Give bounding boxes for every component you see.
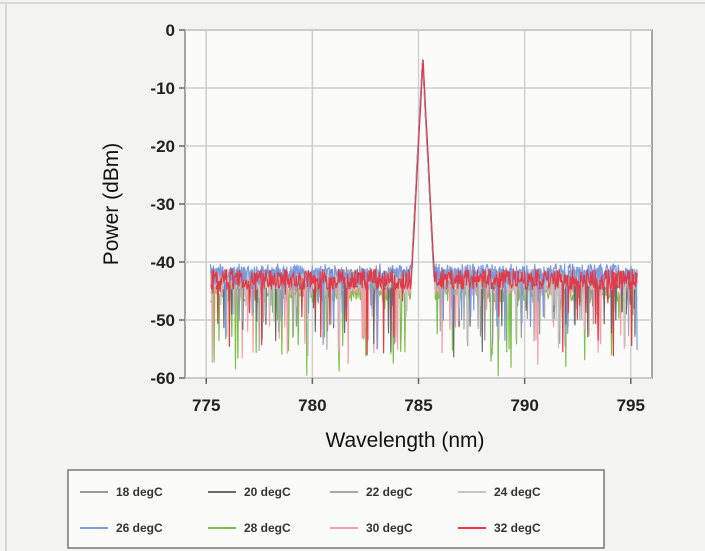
y-tick-label: 0 (166, 21, 175, 40)
y-tick-label: -20 (150, 137, 175, 156)
x-tick-label: 790 (510, 396, 538, 415)
y-tick-label: -10 (150, 79, 175, 98)
legend-label-18-degc: 18 degC (116, 485, 163, 499)
legend-label-28-degc: 28 degC (244, 521, 291, 535)
x-tick-label: 795 (617, 396, 645, 415)
legend-items: 18 degC 20 degC 22 degC 24 degC 26 degC 28 de… (80, 485, 541, 535)
grid-lines (185, 29, 652, 379)
x-tick-label: 780 (298, 396, 326, 415)
x-axis-title: Wavelength (nm) (325, 429, 484, 452)
y-axis-title: Power (dBm) (100, 143, 123, 266)
legend-label-32-degc: 32 degC (494, 521, 541, 535)
legend-box (67, 469, 605, 549)
series-layer (209, 59, 638, 377)
legend-label-22-degc: 22 degC (366, 485, 413, 499)
y-tick-label: -40 (150, 253, 175, 272)
legend-label-20-degc: 20 degC (244, 485, 291, 499)
x-tick-label: 775 (192, 396, 220, 415)
x-tick-label: 785 (404, 396, 432, 415)
legend-label-24-degc: 24 degC (494, 485, 541, 499)
axis-ticks: 775 780 785 790 795 0 -10 -20 -30 -40 -50 -60 (150, 21, 645, 415)
legend-label-30-degc: 30 degC (366, 521, 413, 535)
y-tick-label: -50 (150, 311, 175, 330)
legend: 18 degC 20 degC 22 degC 24 degC 26 degC 28 de… (67, 469, 605, 549)
y-tick-label: -30 (150, 195, 175, 214)
y-tick-label: -60 (150, 369, 175, 388)
series-line-32-degc (210, 59, 638, 357)
legend-label-26-degc: 26 degC (116, 521, 163, 535)
